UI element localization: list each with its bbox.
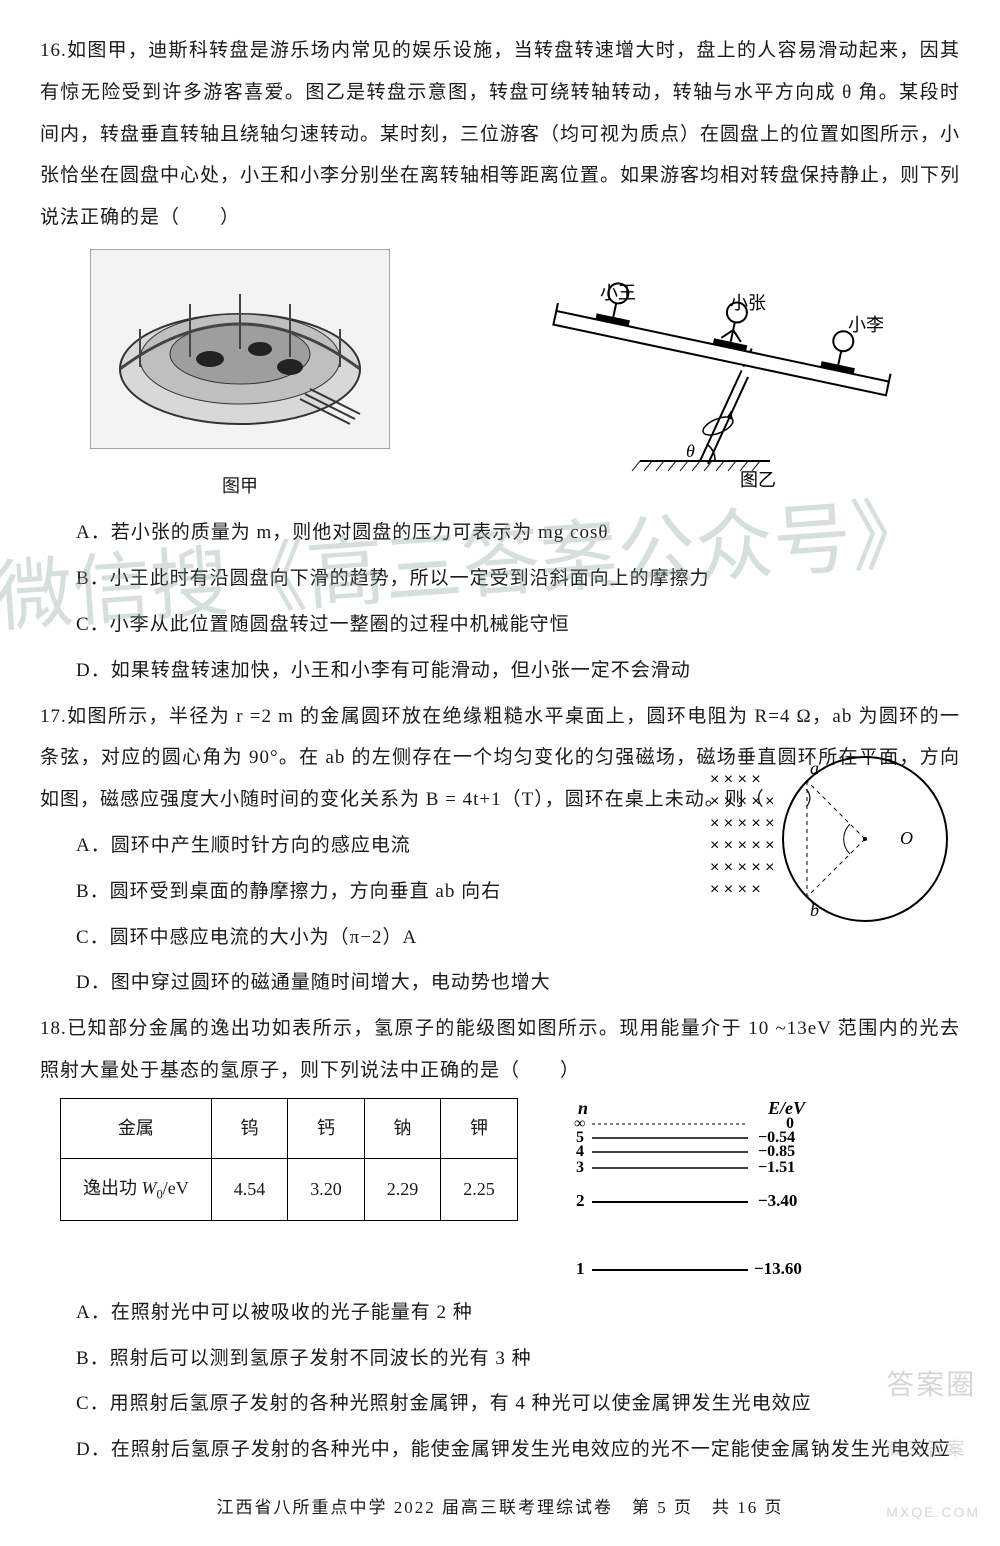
- svg-text:× × × × ×: × × × × ×: [710, 859, 775, 876]
- q18-optC: C．用照射后氢原子发射的各种光照射金属钾，有 4 种光可以使金属钾发生光电效应: [76, 1383, 960, 1425]
- svg-text:−1.51: −1.51: [758, 1159, 795, 1176]
- q18-figures: 金属 钨 钙 钠 钾 逸出功 W0/eV 4.54 3.20 2.29 2.25…: [40, 1098, 960, 1288]
- svg-text:−0.85: −0.85: [758, 1143, 795, 1160]
- svg-text:−13.60: −13.60: [754, 1259, 802, 1278]
- q18-stem: 18.已知部分金属的逸出功如表所示，氢原子的能级图如图所示。现用能量介于 10 …: [40, 1008, 960, 1092]
- svg-text:× × × × ×: × × × × ×: [710, 793, 775, 810]
- q18-energy-diagram: n E/eV ∞ 0 5 −0.54 4 −0.85 3 −1.51 2 −3.…: [558, 1098, 828, 1288]
- q17-optB: B．圆环受到桌面的静摩擦力，方向垂直 ab 向右: [76, 871, 716, 913]
- label-b: b: [810, 900, 819, 920]
- th-Ca: 钙: [288, 1098, 365, 1159]
- q18-optD: D．在照射后氢原子发射的各种光中，能使金属钾发生光电效应的光不一定能使金属钠发生…: [76, 1429, 960, 1471]
- figB-caption-inner: 图乙: [740, 470, 776, 490]
- q16-optB: B．小王此时有沿圆盘向下滑的趋势，所以一定受到沿斜面向上的摩擦力: [76, 558, 960, 600]
- th-metal: 金属: [61, 1098, 212, 1159]
- q16-figA: 图甲: [90, 249, 390, 506]
- svg-text:× × × × ×: × × × × ×: [710, 815, 775, 832]
- cell: 2.29: [364, 1159, 441, 1220]
- cell: 3.20: [288, 1159, 365, 1220]
- q16-figB: θ: [490, 281, 910, 507]
- row-label: 逸出功 W0/eV: [61, 1159, 212, 1220]
- svg-text:× × × ×: × × × ×: [710, 881, 761, 898]
- svg-text:4: 4: [576, 1143, 584, 1160]
- q16-options: A．若小张的质量为 m，则他对圆盘的压力可表示为 mg cosθ B．小王此时有…: [76, 512, 960, 691]
- q16-stem: 16.如图甲，迪斯科转盘是游乐场内常见的娱乐设施，当转盘转速增大时，盘上的人容易…: [40, 30, 960, 239]
- theta-label: θ: [686, 441, 695, 461]
- svg-text:1: 1: [576, 1259, 585, 1278]
- label-a: a: [810, 758, 819, 778]
- q16-optA: A．若小张的质量为 m，则他对圆盘的压力可表示为 mg cosθ: [76, 512, 960, 554]
- figB-svg: θ: [490, 281, 910, 491]
- page-footer: 江西省八所重点中学 2022 届高三联考理综试卷 第 5 页 共 16 页: [40, 1489, 960, 1526]
- svg-text:× × × ×: × × × ×: [710, 771, 761, 788]
- q17-options: A．圆环中产生顺时针方向的感应电流 B．圆环受到桌面的静摩擦力，方向垂直 ab …: [76, 825, 716, 1004]
- svg-text:−3.40: −3.40: [758, 1191, 797, 1210]
- table-row: 逸出功 W0/eV 4.54 3.20 2.29 2.25: [61, 1159, 518, 1220]
- q17-optA: A．圆环中产生顺时针方向的感应电流: [76, 825, 716, 867]
- svg-text:3: 3: [576, 1159, 584, 1176]
- q16-optD: D．如果转盘转速加快，小王和小李有可能滑动，但小张一定不会滑动: [76, 650, 960, 692]
- svg-text:× × × × ×: × × × × ×: [710, 837, 775, 854]
- field-crosses: × × × × × × × × × × × × × × × × × × × × …: [710, 771, 775, 898]
- figA-caption: 图甲: [90, 467, 390, 507]
- q18-optA: A．在照射光中可以被吸收的光子能量有 2 种: [76, 1292, 960, 1334]
- q16-figures: 图甲: [40, 249, 960, 506]
- label-wang: 小王: [600, 283, 636, 303]
- label-zhang: 小张: [730, 293, 766, 313]
- q17-block: 17.如图所示，半径为 r =2 m 的金属圆环放在绝缘粗糙水平桌面上，圆环电阻…: [40, 696, 960, 1005]
- th-K: 钾: [441, 1098, 518, 1159]
- label-li: 小李: [848, 315, 884, 335]
- cell: 2.25: [441, 1159, 518, 1220]
- th-W: 钨: [211, 1098, 288, 1159]
- q17-optD: D．图中穿过圆环的磁通量随时间增大，电动势也增大: [76, 962, 716, 1004]
- table-row: 金属 钨 钙 钠 钾: [61, 1098, 518, 1159]
- label-O: O: [900, 828, 913, 848]
- q17-figure: O a b × × × × × × × × × × × × × × × × × …: [700, 744, 960, 934]
- q17-optC: C．圆环中感应电流的大小为（π−2）A: [76, 917, 716, 959]
- q18-table: 金属 钨 钙 钠 钾 逸出功 W0/eV 4.54 3.20 2.29 2.25: [60, 1098, 518, 1221]
- figA-svg: [90, 249, 390, 449]
- cell: 4.54: [211, 1159, 288, 1220]
- svg-text:2: 2: [576, 1191, 585, 1210]
- q18-optB: B．照射后可以测到氢原子发射不同波长的光有 3 种: [76, 1338, 960, 1380]
- th-Na: 钠: [364, 1098, 441, 1159]
- q16-optC: C．小李从此位置随圆盘转过一整圈的过程中机械能守恒: [76, 604, 960, 646]
- q18-options: A．在照射光中可以被吸收的光子能量有 2 种 B．照射后可以测到氢原子发射不同波…: [76, 1292, 960, 1471]
